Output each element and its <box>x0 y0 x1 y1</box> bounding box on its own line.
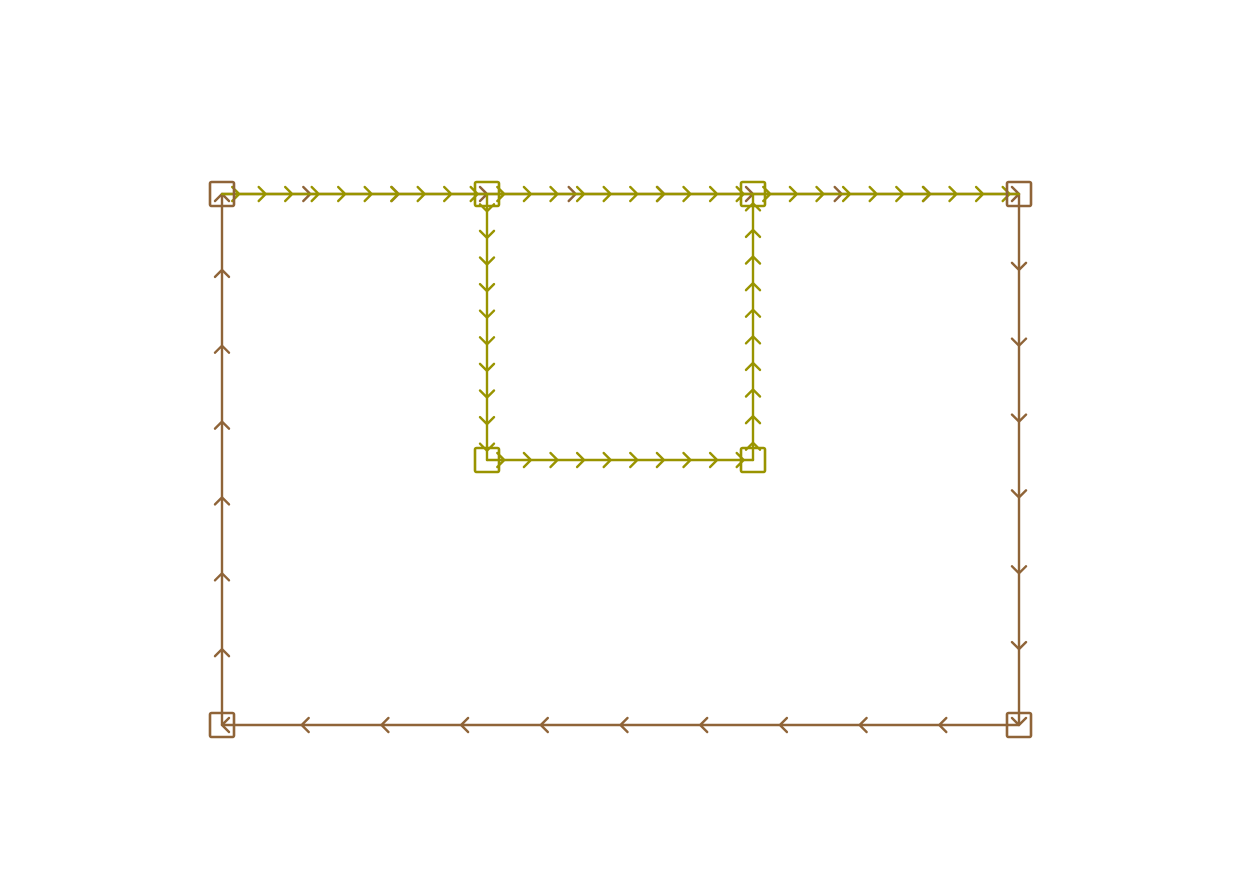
node-outer-top-right <box>1005 180 1033 208</box>
arrow-chevron-icon <box>522 451 533 469</box>
arrow-chevron-icon <box>602 451 612 469</box>
arrow-chevron-icon <box>841 185 852 203</box>
arrow-chevron-icon <box>895 185 905 203</box>
arrow-chevron-icon <box>213 647 231 658</box>
arrow-chevron-icon <box>310 185 320 203</box>
arrow-chevron-icon <box>213 420 231 430</box>
arrow-chevron-icon <box>778 716 789 734</box>
arrow-chevron-icon <box>213 344 231 354</box>
arrow-chevron-icon <box>443 185 453 203</box>
arrow-chevron-icon <box>478 309 496 319</box>
arrow-chevron-icon <box>1010 261 1028 272</box>
arrow-chevron-icon <box>213 496 231 506</box>
edge-outer-right <box>1010 192 1028 727</box>
arrow-chevron-icon <box>815 185 825 203</box>
node-inner-top-left <box>473 180 501 208</box>
arrow-chevron-icon <box>682 185 692 203</box>
arrow-chevron-icon <box>788 185 799 203</box>
edges-layer <box>213 185 1028 734</box>
arrow-chevron-icon <box>459 716 470 734</box>
arrow-chevron-icon <box>921 185 932 203</box>
arrow-chevron-icon <box>478 442 496 452</box>
arrow-chevron-icon <box>744 228 762 239</box>
arrow-chevron-icon <box>735 451 745 469</box>
arrow-chevron-icon <box>974 185 985 203</box>
arrow-chevron-icon <box>575 185 586 203</box>
arrow-chevron-icon <box>478 389 496 399</box>
arrow-chevron-icon <box>549 451 559 469</box>
arrow-chevron-icon <box>575 451 586 469</box>
nodes-layer <box>208 180 1033 739</box>
arrow-chevron-icon <box>522 185 533 203</box>
arrow-chevron-icon <box>213 572 231 582</box>
arrow-chevron-icon <box>682 451 692 469</box>
edge-inner-right <box>744 192 762 462</box>
arrow-chevron-icon <box>744 281 762 292</box>
arrow-chevron-icon <box>478 336 496 346</box>
arrow-chevron-icon <box>948 185 958 203</box>
edge-inner-bottom <box>485 451 755 469</box>
arrow-chevron-icon <box>1001 185 1011 203</box>
arrow-chevron-icon <box>619 716 629 734</box>
arrow-chevron-icon <box>390 185 400 203</box>
arrow-chevron-icon <box>539 716 549 734</box>
arrow-chevron-icon <box>744 361 762 372</box>
edge-inner-left <box>478 192 496 462</box>
arrow-chevron-icon <box>549 185 559 203</box>
arrow-chevron-icon <box>478 229 496 240</box>
arrow-chevron-icon <box>337 185 347 203</box>
arrow-chevron-icon <box>708 185 719 203</box>
arrow-chevron-icon <box>938 716 948 734</box>
arrow-chevron-icon <box>1010 413 1028 423</box>
arrow-chevron-icon <box>478 362 496 373</box>
arrow-chevron-icon <box>478 256 496 266</box>
arrow-chevron-icon <box>602 185 612 203</box>
arrow-chevron-icon <box>744 388 762 398</box>
node-outer-top-left <box>208 180 236 208</box>
edge-inner-top-b <box>485 185 755 203</box>
arrow-chevron-icon <box>1010 489 1028 499</box>
arrow-chevron-icon <box>380 716 390 734</box>
arrow-chevron-icon <box>1010 640 1028 651</box>
node-outer-bottom-right <box>1005 711 1033 739</box>
arrow-chevron-icon <box>744 414 762 425</box>
arrow-chevron-icon <box>478 282 496 293</box>
arrow-chevron-icon <box>416 185 426 203</box>
arrow-chevron-icon <box>699 716 709 734</box>
arrow-chevron-icon <box>744 202 762 212</box>
arrow-chevron-icon <box>469 185 479 203</box>
arrow-chevron-icon <box>708 451 719 469</box>
edge-inner-top-c <box>751 185 1021 203</box>
arrow-chevron-icon <box>1010 337 1028 347</box>
node-inner-top-right <box>739 180 767 208</box>
arrow-chevron-icon <box>858 716 868 734</box>
arrow-chevron-icon <box>655 185 666 203</box>
arrow-chevron-icon <box>213 268 231 279</box>
arrow-chevron-icon <box>363 185 373 203</box>
node-outer-bottom-left <box>208 711 236 739</box>
edge-outer-bottom <box>220 716 1021 734</box>
arrow-chevron-icon <box>284 185 294 203</box>
arrow-chevron-icon <box>629 185 639 203</box>
arrow-chevron-icon <box>629 451 639 469</box>
arrow-chevron-icon <box>744 308 762 318</box>
edge-outer-left <box>213 192 231 727</box>
arrow-chevron-icon <box>735 185 745 203</box>
arrow-chevron-icon <box>744 255 762 265</box>
arrow-chevron-icon <box>478 415 496 426</box>
arrow-chevron-icon <box>868 185 878 203</box>
node-inner-bottom-right <box>739 446 767 474</box>
arrow-chevron-icon <box>1010 565 1028 575</box>
node-inner-bottom-left <box>473 446 501 474</box>
arrow-chevron-icon <box>744 335 762 345</box>
arrow-chevron-icon <box>257 185 267 203</box>
arrow-chevron-icon <box>655 451 666 469</box>
arrow-chevron-icon <box>300 716 310 734</box>
edge-inner-top-a <box>220 185 489 203</box>
